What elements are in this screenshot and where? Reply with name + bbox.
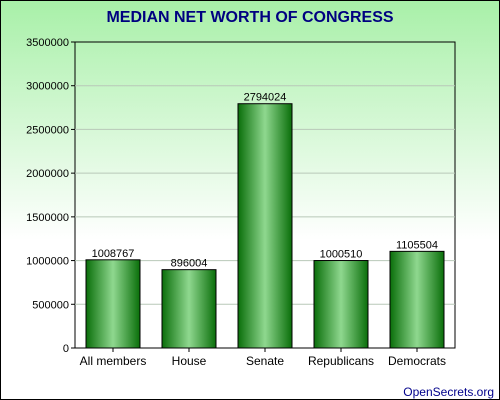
- data-label: 896004: [171, 258, 208, 270]
- bar: [237, 103, 293, 349]
- data-label: 1008767: [92, 248, 135, 260]
- bar: [85, 259, 141, 349]
- data-label: 2794024: [244, 92, 287, 104]
- bar: [313, 260, 369, 349]
- bar: [389, 250, 445, 349]
- y-tick-label: 1000000: [26, 256, 69, 268]
- data-label: 1000510: [320, 249, 363, 261]
- source-credit: OpenSecrets.org: [403, 385, 494, 399]
- x-tick-label: House: [172, 354, 207, 368]
- chart-title: MEDIAN NET WORTH OF CONGRESS: [106, 9, 393, 26]
- y-axis: 0 500000 1000000 1500000 2000000 2500000 30000…: [26, 37, 75, 355]
- data-labels: 1008767 896004 2794024 1000510 1105504: [92, 92, 438, 270]
- x-tick-label: All members: [80, 354, 147, 368]
- y-tick-label: 1500000: [26, 212, 69, 224]
- x-tick-label: Democrats: [388, 354, 446, 368]
- bar: [161, 269, 217, 349]
- x-axis: All members House Senate Republicans Democra…: [80, 348, 446, 368]
- y-tick-label: 3000000: [26, 81, 69, 93]
- x-tick-label: Senate: [246, 354, 284, 368]
- y-tick-label: 2000000: [26, 168, 69, 180]
- y-tick-label: 0: [63, 343, 69, 355]
- y-tick-label: 2500000: [26, 124, 69, 136]
- data-label: 1105504: [396, 239, 438, 251]
- y-tick-label: 3500000: [26, 37, 69, 49]
- y-tick-label: 500000: [32, 299, 69, 311]
- x-tick-label: Republicans: [308, 354, 374, 368]
- bars: [85, 103, 445, 349]
